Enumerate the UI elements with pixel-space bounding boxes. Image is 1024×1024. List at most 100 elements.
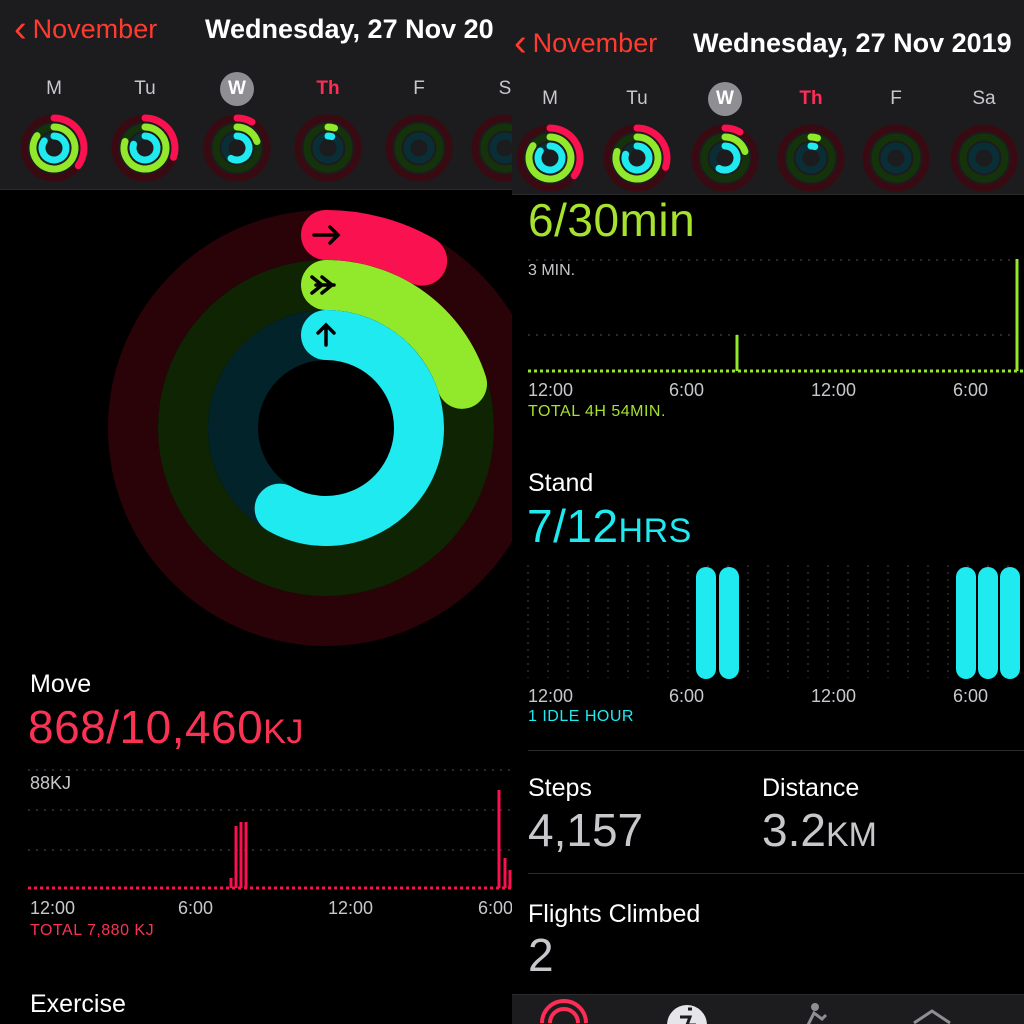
activity-tab-icon[interactable] (540, 999, 588, 1024)
day-label: W (708, 82, 742, 116)
activity-rings-icon (294, 114, 362, 182)
stand-ring-mini (534, 142, 566, 174)
steps-title: Steps (528, 774, 592, 802)
exercise-total: TOTAL 4H 54MIN. (528, 403, 666, 420)
day-thursday[interactable]: Th (288, 72, 368, 184)
move-bar (508, 870, 512, 888)
move-ring-mini-track (862, 124, 930, 192)
day-monday[interactable]: M (14, 72, 94, 184)
exercise-ring-mini-track (959, 133, 1009, 183)
sharing-tab-icon[interactable] (913, 1009, 951, 1024)
stand-ring-mini (807, 142, 819, 151)
move-ring-mini (633, 124, 671, 171)
move-ring (301, 210, 448, 286)
day-tuesday[interactable]: Tu (597, 82, 677, 194)
stand-ring-mini (324, 132, 336, 141)
tab-bar (512, 994, 1024, 1024)
stand-chart (527, 565, 1020, 679)
exercise-scale-label: 3 MIN. (528, 262, 576, 279)
day-label: F (890, 88, 902, 109)
exercise-value: 6/30min (528, 193, 695, 247)
day-friday[interactable]: F (856, 82, 936, 194)
day-label: Th (799, 88, 823, 109)
day-friday[interactable]: F (379, 72, 459, 184)
day-label: F (413, 78, 425, 99)
day-thursday[interactable]: Th (771, 82, 851, 194)
exercise-ring-mini (120, 123, 170, 173)
move-bar (234, 826, 238, 888)
stand-bar (978, 567, 998, 679)
day-wednesday[interactable]: W (197, 72, 277, 184)
exercise-bar (1015, 259, 1019, 371)
exercise-ring-mini (807, 133, 821, 142)
fitness-tab-icon[interactable] (811, 1003, 819, 1011)
flights-title: Flights Climbed (528, 900, 701, 928)
activity-rings (108, 210, 512, 646)
move-bar (239, 822, 243, 888)
stand-ring-mini (129, 132, 161, 164)
move-total: TOTAL 7,880 KJ (30, 922, 155, 939)
move-arrow-icon (312, 225, 341, 245)
activity-rings-icon (471, 114, 512, 182)
day-label: M (542, 88, 558, 109)
x-tick-label: 12:00 (328, 898, 374, 918)
x-tick-label: 12:00 (811, 686, 857, 706)
day-tuesday[interactable]: Tu (105, 72, 185, 184)
activity-rings-icon (203, 114, 271, 182)
workouts-tab-icon[interactable] (667, 1005, 707, 1024)
back-button[interactable]: ‹ November (514, 24, 657, 62)
move-ring-mini-track (950, 124, 1018, 192)
exercise-ring (301, 260, 488, 409)
back-button[interactable]: ‹ November (14, 10, 157, 48)
exercise-value-number: 6/30 (528, 194, 620, 246)
move-value: 868/10,460KJ (28, 700, 304, 754)
move-chart (28, 769, 512, 890)
activity-rings-icon (691, 124, 759, 192)
move-ring-mini (546, 124, 584, 180)
header: ‹ November Wednesday, 27 Nov 20 M Tu W T… (0, 0, 512, 190)
stand-value: 7/12HRS (527, 499, 692, 553)
day-label: Sa (972, 88, 996, 109)
move-value-number: 868/10,460 (28, 701, 264, 753)
stand-bar (719, 567, 739, 679)
day-monday[interactable]: M (512, 82, 590, 194)
steps-value: 4,157 (528, 804, 644, 856)
activity-rings-icon (862, 124, 930, 192)
exercise-ring-mini-track (480, 123, 512, 173)
day-label: S (498, 78, 512, 99)
stand-ring-mini-track (312, 132, 344, 164)
exercise-title: Exercise (30, 990, 126, 1018)
exercise-bar (735, 335, 739, 371)
distance-number: 3.2 (762, 804, 826, 856)
exercise-ring-mini (233, 123, 261, 146)
x-tick-label: 6:00 (178, 898, 214, 918)
page-title: Wednesday, 27 Nov 2019 (693, 28, 1012, 58)
activity-rings-icon (20, 114, 88, 182)
day-label: M (46, 78, 62, 99)
activity-rings-icon (516, 124, 584, 192)
stand-value-number: 7/12 (527, 500, 619, 552)
stand-ring-mini (715, 142, 741, 174)
day-saturday[interactable]: S (465, 72, 512, 184)
stand-ring-mini-track (489, 132, 512, 164)
distance-unit: KM (825, 816, 877, 854)
day-label: Tu (134, 78, 156, 99)
stand-ring-mini-track (880, 142, 912, 174)
day-wednesday[interactable]: W (685, 82, 765, 194)
move-title: Move (30, 670, 92, 698)
move-bar (497, 790, 501, 888)
activity-rings-icon (777, 124, 845, 192)
move-ring-mini-track (777, 124, 845, 192)
day-saturday[interactable]: Sa (944, 82, 1024, 194)
x-tick-label: 12:00 (528, 380, 574, 400)
stand-ring-mini (227, 132, 253, 164)
activity-rings-icon (603, 124, 671, 192)
stand-ring-mini-track (968, 142, 1000, 174)
x-tick-label: 6:00 (478, 898, 512, 918)
x-tick-label: 12:00 (30, 898, 76, 918)
workouts-tab-glyph (680, 1007, 696, 1024)
exercise-ring-mini (525, 133, 575, 183)
exercise-arrow-icon (310, 275, 336, 295)
exercise-ring-mini (29, 123, 79, 173)
stand-ring (254, 310, 444, 546)
